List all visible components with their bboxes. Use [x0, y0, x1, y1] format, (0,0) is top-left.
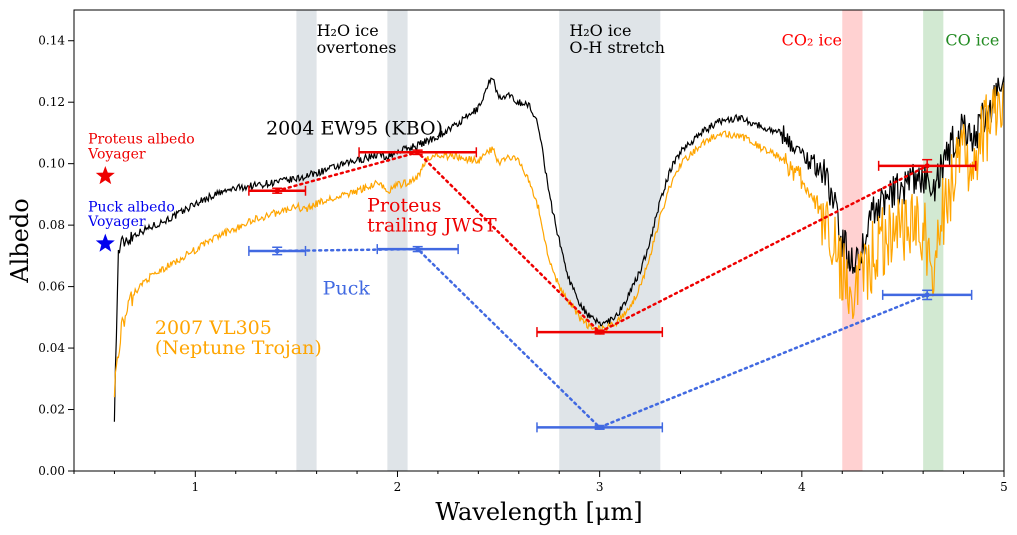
y-axis-label: Albedo [6, 198, 34, 283]
h2o-overtone-band-1 [296, 10, 317, 471]
x-tick-label: 5 [1000, 480, 1008, 494]
puck-connector-line [275, 247, 929, 429]
puck-jwst-point-1 [248, 245, 307, 256]
h2o-stretch-band [559, 10, 661, 471]
y-tick-label: 0.04 [38, 341, 65, 355]
proteus-jwst-point-1 [248, 185, 307, 196]
series-line-kbo [113, 76, 1005, 422]
h2o-overtones-label: H₂O ice overtones [317, 21, 397, 57]
y-tick-label: 0.08 [38, 218, 65, 232]
co2-ice-label: CO₂ ice [782, 30, 842, 49]
series-line-trojan [113, 82, 1005, 398]
y-tick-label: 0.12 [38, 95, 65, 109]
proteus-jwst-point-3 [536, 327, 664, 338]
kbo-series-label: 2004 EW95 (KBO) [266, 117, 443, 139]
x-axis-label: Wavelength [μm] [435, 498, 642, 526]
co2-band [842, 10, 863, 471]
proteus-jwst-point-4 [877, 158, 977, 173]
x-tick-label: 3 [596, 480, 604, 494]
proteus-voyager-label: Proteus albedo Voyager [87, 132, 195, 163]
co-band [923, 10, 944, 471]
annotations: H₂O ice overtones H₂O ice O-H stretch CO₂ ic… [87, 21, 999, 359]
proteus-jwst-label: Proteus trailing JWST [367, 194, 497, 236]
proteus-voyager-star-icon [95, 166, 115, 185]
proteus-jwst-point-2 [358, 147, 478, 158]
jwst-measurements [248, 147, 977, 433]
puck-jwst-point-2 [376, 244, 459, 255]
y-tick-label: 0.10 [38, 157, 65, 171]
x-tick-label: 1 [191, 480, 199, 494]
spectra-series [113, 76, 1005, 422]
x-tick-label: 4 [798, 480, 806, 494]
y-tick-label: 0.00 [38, 464, 65, 478]
trojan-series-label: 2007 VL305 (Neptune Trojan) [155, 317, 322, 359]
axes: 1 2 3 4 5 0.00 0.02 0.04 0.06 0.08 0.10 0.12 0.14 [38, 34, 1008, 494]
puck-voyager-star-icon [95, 233, 115, 252]
puck-jwst-label: Puck [323, 277, 371, 299]
puck-jwst-point-4 [881, 289, 973, 301]
co-ice-label: CO ice [945, 30, 999, 49]
x-tick-label: 2 [394, 480, 402, 494]
absorption-bands [296, 10, 944, 471]
puck-voyager-label: Puck albedo Voyager [87, 199, 175, 230]
proteus-connector-line [275, 150, 929, 334]
voyager-points [95, 166, 115, 252]
h2o-stretch-label: H₂O ice O-H stretch [569, 21, 665, 57]
y-tick-label: 0.14 [38, 34, 65, 48]
y-tick-label: 0.06 [38, 280, 65, 294]
puck-jwst-point-3 [536, 422, 664, 433]
y-tick-label: 0.02 [38, 403, 65, 417]
plot-frame [73, 9, 1005, 472]
h2o-overtone-band-2 [387, 10, 408, 471]
